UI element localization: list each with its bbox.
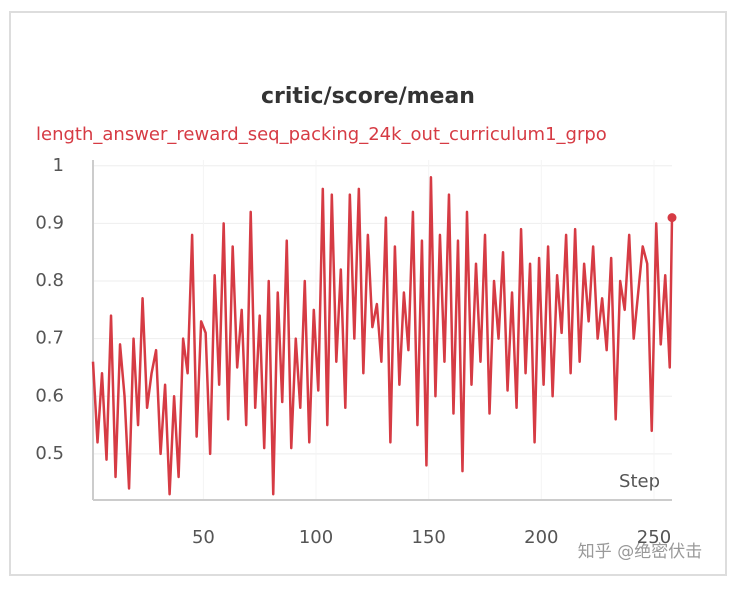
x-tick-label: 50 [192,527,215,548]
y-tick-label: 0.6 [35,385,64,406]
y-tick-label: 0.5 [35,443,64,464]
x-axis-label: Step [619,471,660,492]
y-tick-label: 1 [53,155,64,176]
last-point [667,213,677,223]
y-tick-label: 0.8 [35,270,64,291]
x-tick-label: 200 [524,527,558,548]
line-series [91,176,674,496]
chart-title: critic/score/mean [261,84,475,109]
legend-entry: length_answer_reward_seq_packing_24k_out… [36,124,607,145]
x-tick-label: 150 [412,527,446,548]
y-tick-label: 0.9 [35,212,64,233]
x-tick-label: 100 [299,527,333,548]
watermark: 知乎 @绝密伏击 [578,542,702,562]
y-tick-label: 0.7 [35,328,64,349]
x-tick-label: 250 [637,527,671,548]
